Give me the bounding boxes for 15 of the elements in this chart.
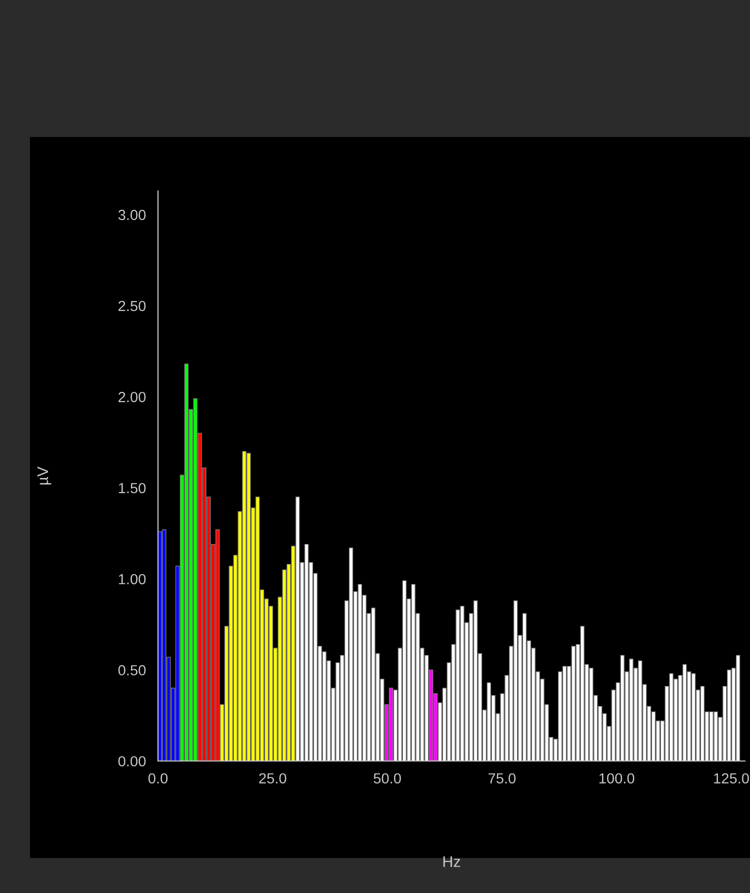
x-tick-label: 50.0 — [374, 773, 401, 784]
x-axis-title: Hz — [443, 856, 460, 867]
x-tick-label: 0.0 — [148, 773, 168, 784]
y-tick-label: 3.00 — [118, 210, 146, 220]
x-tick-label: 25.0 — [259, 773, 286, 784]
y-tick-label: 2.50 — [118, 300, 146, 312]
x-tick-label: 125.0 — [714, 773, 749, 784]
y-tick-label: 0.50 — [118, 665, 146, 676]
y-tick-label: 1.00 — [118, 574, 146, 584]
x-tick-label: 100.0 — [599, 773, 634, 784]
y-tick-label: 2.00 — [118, 392, 146, 402]
y-axis-title: µV — [37, 466, 52, 484]
y-tick-label: 0.00 — [118, 756, 146, 766]
x-tick-label: 75.0 — [488, 773, 516, 784]
y-tick-label: 1.50 — [118, 482, 146, 494]
